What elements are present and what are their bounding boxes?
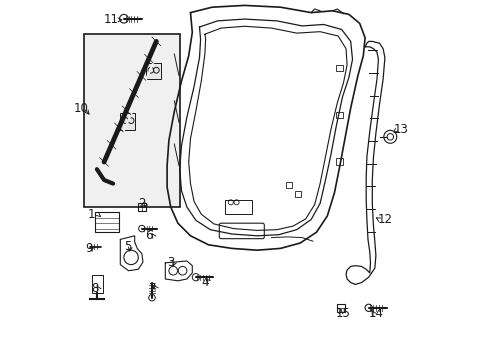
Bar xyxy=(120,113,135,130)
Text: 10: 10 xyxy=(73,102,88,114)
Text: 1: 1 xyxy=(87,208,95,221)
Bar xyxy=(336,304,344,312)
Text: 15: 15 xyxy=(335,307,350,320)
Bar xyxy=(145,63,160,79)
Text: 11: 11 xyxy=(103,13,119,26)
Bar xyxy=(294,191,301,197)
Bar xyxy=(336,65,342,71)
Text: 13: 13 xyxy=(393,123,407,136)
Text: 6: 6 xyxy=(145,229,153,242)
Text: 12: 12 xyxy=(377,213,391,226)
Bar xyxy=(95,212,118,232)
Text: 14: 14 xyxy=(367,307,383,320)
Bar xyxy=(336,112,342,118)
Bar xyxy=(138,203,146,211)
Text: 9: 9 xyxy=(85,242,93,255)
Bar xyxy=(336,158,342,165)
Text: 4: 4 xyxy=(201,276,208,289)
Bar xyxy=(224,200,251,214)
Text: 2: 2 xyxy=(138,197,145,210)
Bar xyxy=(84,34,179,207)
Bar xyxy=(91,275,103,293)
Text: 7: 7 xyxy=(149,282,156,294)
Text: 3: 3 xyxy=(167,256,174,269)
Text: 8: 8 xyxy=(91,282,99,294)
Bar xyxy=(285,182,292,188)
Text: 5: 5 xyxy=(123,240,131,253)
